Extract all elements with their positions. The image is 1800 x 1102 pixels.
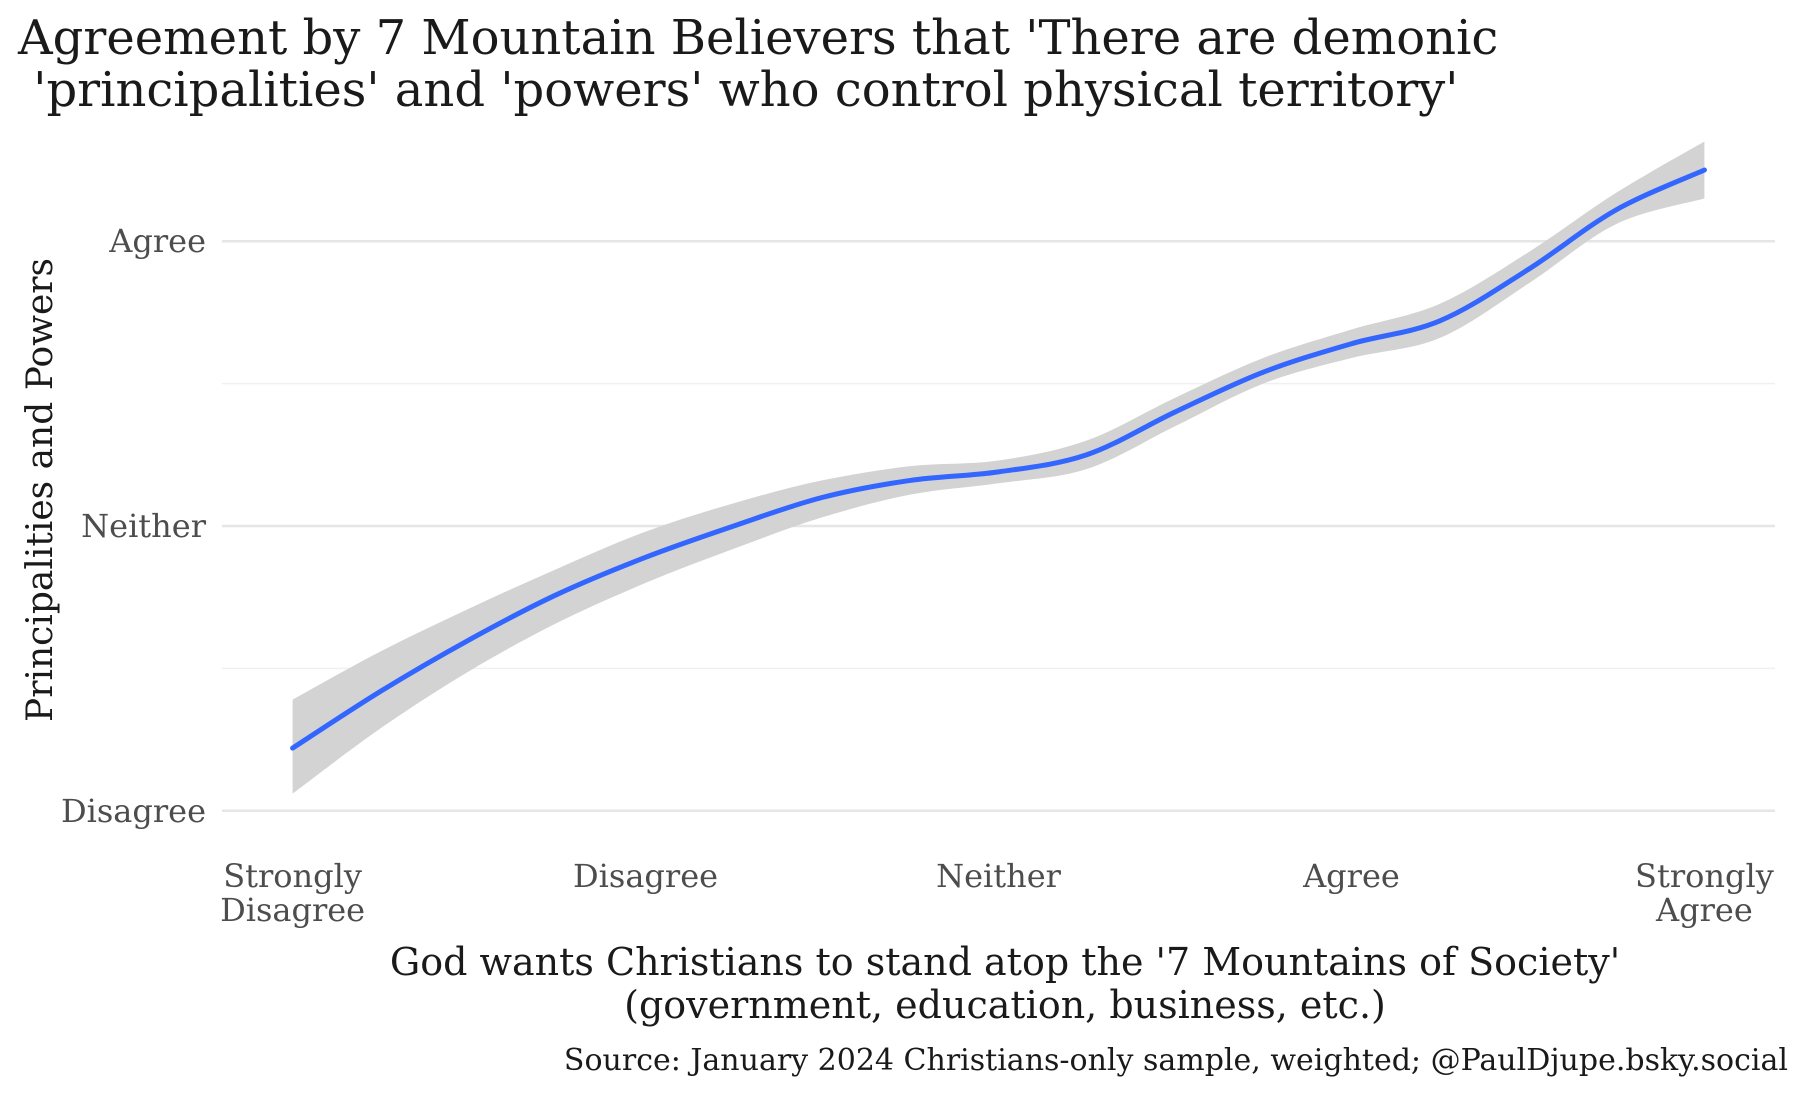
x-tick-label-line: Strongly: [223, 857, 362, 895]
chart-title-line-1: Agreement by 7 Mountain Believers that '…: [18, 10, 1499, 66]
trend-line: [290, 167, 1707, 751]
chart-caption: Source: January 2024 Christians-only sam…: [563, 1043, 1788, 1078]
x-tick-label-line: Agree: [1655, 891, 1753, 929]
gridlines: [222, 239, 1775, 813]
x-tick-label-line: Strongly: [1635, 857, 1774, 895]
x-tick-label-line: Neither: [936, 857, 1062, 895]
x-axis-title-line-1: God wants Christians to stand atop the '…: [390, 940, 1620, 984]
y-axis-tick-labels: Disagree Neither Agree: [61, 222, 207, 830]
trend-line-layer: [290, 167, 1707, 751]
x-tick-label-line: Disagree: [573, 857, 718, 895]
y-axis-title: Principalities and Powers: [20, 258, 61, 722]
x-tick-label: Strongly Disagree: [220, 857, 365, 929]
x-tick-label: Disagree: [573, 857, 718, 895]
x-tick-label-line: Disagree: [220, 891, 365, 929]
y-tick-label: Disagree: [61, 792, 206, 830]
chart-title-line-2: 'principalities' and 'powers' who contro…: [18, 62, 1459, 118]
x-tick-label-line: Agree: [1302, 857, 1400, 895]
y-tick-label: Neither: [81, 507, 207, 545]
x-tick-label: Strongly Agree: [1635, 857, 1774, 929]
confidence-band: [292, 141, 1705, 794]
chart-title: Agreement by 7 Mountain Believers that '…: [18, 12, 1778, 116]
x-axis-title-line-2: (government, education, business, etc.): [624, 983, 1386, 1027]
x-tick-label: Agree: [1302, 857, 1400, 895]
y-tick-label: Agree: [108, 222, 206, 260]
x-tick-label: Neither: [936, 857, 1062, 895]
confidence-band-layer: [292, 141, 1705, 794]
